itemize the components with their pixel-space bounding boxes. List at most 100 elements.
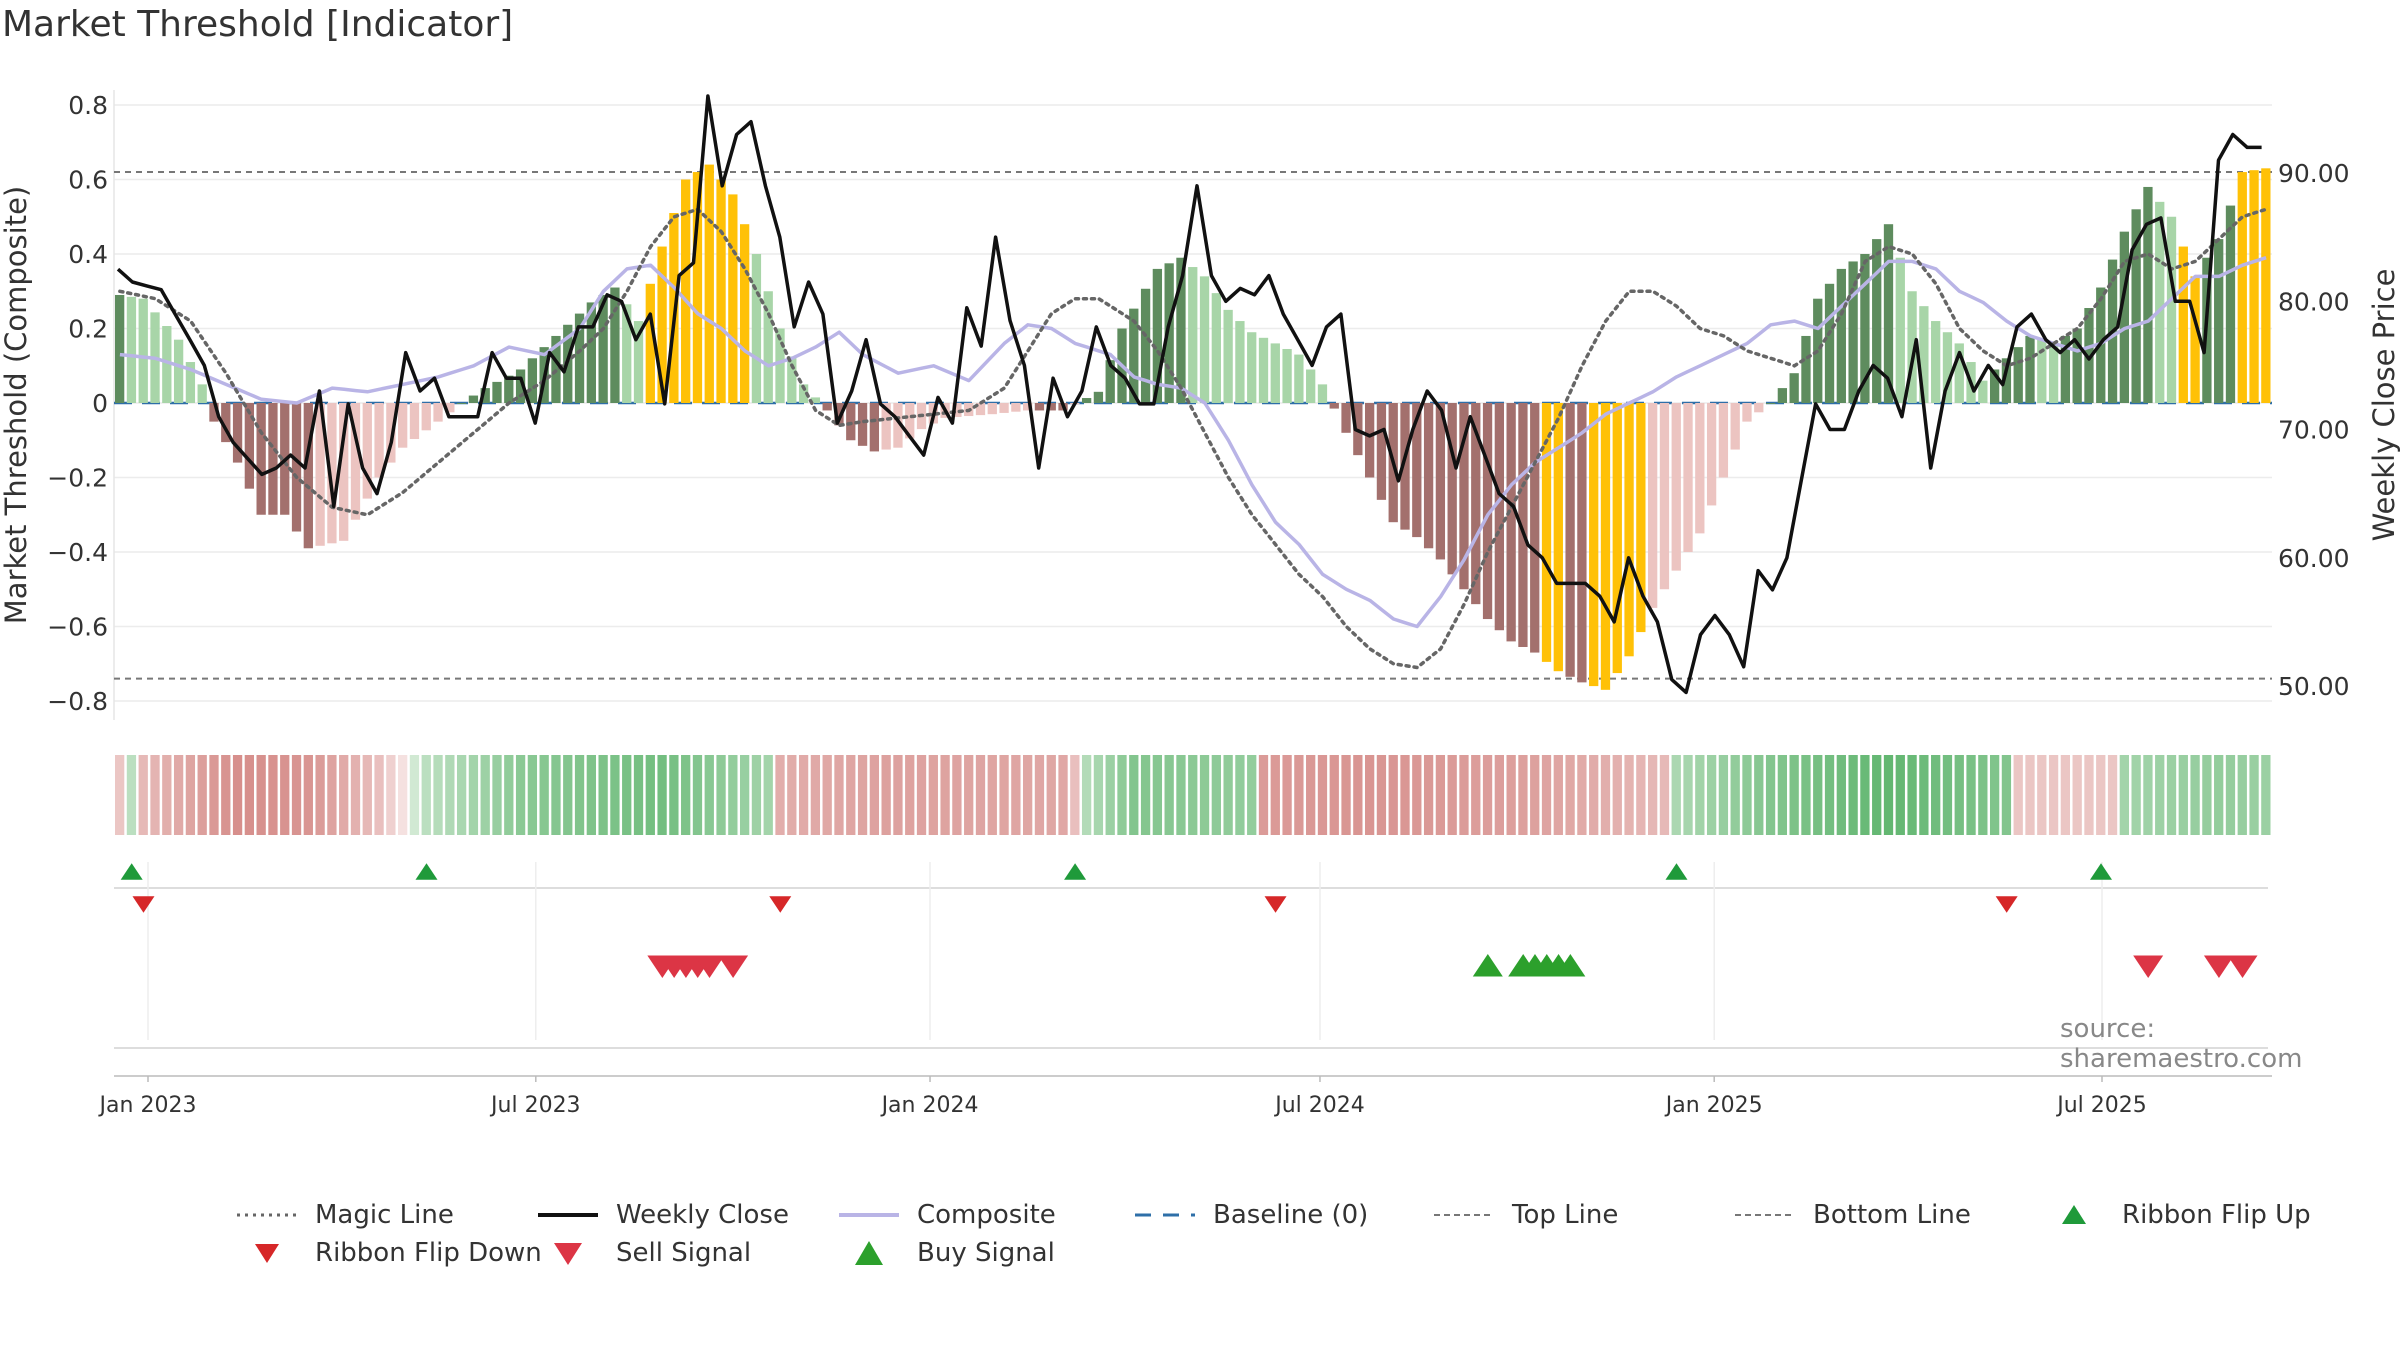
- composite-bar: [1235, 321, 1245, 403]
- composite-bar: [1023, 403, 1033, 411]
- ribbon-cell: [1777, 755, 1788, 835]
- ribbon-cell: [539, 755, 549, 835]
- ribbon-cell: [2155, 755, 2165, 835]
- ribbon-cell: [1860, 755, 1870, 835]
- ribbon-cell: [138, 755, 148, 835]
- ribbon-cell: [1824, 755, 1835, 835]
- ribbon-cell: [1258, 755, 1269, 835]
- composite-bar: [1978, 380, 1988, 403]
- y-tick-label-left: 0.2: [68, 315, 108, 344]
- ribbon-cell: [787, 755, 797, 835]
- ribbon-cell: [633, 755, 644, 835]
- ribbon-cell: [1364, 755, 1375, 835]
- ribbon-cell: [1648, 755, 1658, 835]
- composite-bar: [1506, 403, 1516, 642]
- composite-bar: [2037, 339, 2047, 403]
- y-tick-label-right: 90.00: [2278, 159, 2350, 188]
- buy-signal-marker: [1555, 954, 1586, 977]
- ribbon-cell: [339, 755, 349, 835]
- ribbon-cell: [2072, 755, 2082, 835]
- composite-bar: [456, 403, 467, 404]
- composite-bar: [810, 397, 821, 403]
- composite-bar: [704, 164, 714, 403]
- composite-bar: [633, 321, 644, 403]
- composite-bar: [1683, 403, 1693, 552]
- ribbon-cell: [1848, 755, 1858, 835]
- ribbon-cell: [327, 755, 337, 835]
- ribbon-cell: [1742, 755, 1752, 835]
- legend-label: Top Line: [1512, 1200, 1619, 1230]
- ribbon-cell: [456, 755, 467, 835]
- sell-signal-marker: [2203, 955, 2234, 978]
- composite-bar: [2166, 216, 2177, 403]
- composite-bar: [2155, 201, 2165, 403]
- composite-bar: [775, 328, 785, 403]
- composite-bar: [327, 403, 337, 544]
- triangle-down-icon: [255, 1244, 279, 1263]
- composite-bar: [2143, 186, 2153, 403]
- ribbon-cell: [775, 755, 785, 835]
- y-tick-label-right: 80.00: [2278, 287, 2350, 316]
- ribbon-cell: [622, 755, 632, 835]
- ribbon-flip-up-marker: [1064, 863, 1087, 880]
- composite-bar: [893, 403, 903, 448]
- ribbon-flip-up-marker: [120, 863, 143, 880]
- legend-item-bottom-line: Bottom Line: [1733, 1200, 1971, 1230]
- legend-item-sell-signal: Sell Signal: [536, 1238, 751, 1268]
- composite-bar: [846, 403, 856, 441]
- ribbon-cell: [1117, 755, 1127, 835]
- composite-bar: [1718, 403, 1729, 478]
- ribbon-cell: [857, 755, 868, 835]
- composite-bar: [303, 403, 313, 549]
- composite-bar: [1093, 391, 1104, 403]
- composite-bar: [2013, 347, 2023, 403]
- composite-bar: [1306, 369, 1316, 403]
- x-tick-label: Jan 2025: [1664, 1093, 1763, 1118]
- composite-bar: [1754, 403, 1764, 413]
- ribbon-cell: [1706, 755, 1717, 835]
- ribbon-cell: [645, 755, 655, 835]
- ribbon-cell: [1412, 755, 1422, 835]
- composite-bar: [409, 403, 420, 440]
- y-tick-label-left: 0.6: [68, 166, 108, 195]
- ribbon-cell: [197, 755, 207, 835]
- y-tick-label-left: −0.8: [47, 687, 108, 716]
- ribbon-cell: [1612, 755, 1622, 835]
- composite-bar: [1553, 403, 1563, 672]
- ribbon-cell: [1765, 755, 1776, 835]
- composite-bar: [445, 403, 455, 413]
- series-lines: [116, 94, 2268, 695]
- legend-item-baseline: Baseline (0): [1133, 1200, 1368, 1230]
- ribbon-cell: [280, 755, 290, 835]
- triangle-down-icon: [554, 1243, 582, 1265]
- composite-bar: [1931, 321, 1941, 403]
- composite-bar: [515, 369, 526, 403]
- composite-bar: [598, 294, 608, 403]
- legend-label: Bottom Line: [1813, 1200, 1971, 1230]
- legend-item-top-line: Top Line: [1432, 1200, 1618, 1230]
- ribbon-cell: [1034, 755, 1045, 835]
- composite-bar: [1188, 267, 1198, 403]
- legend-item-weekly-close: Weekly Close: [536, 1200, 789, 1230]
- ribbon-cell: [1907, 755, 1917, 835]
- composite-bar: [1541, 403, 1552, 662]
- triangle-up-icon: [855, 1241, 883, 1265]
- composite-bar: [1376, 403, 1387, 500]
- composite-bar: [1164, 263, 1174, 403]
- ribbon-cell: [810, 755, 821, 835]
- ribbon-cell: [1058, 755, 1068, 835]
- composite-bar: [1011, 403, 1021, 412]
- composite-bar: [857, 403, 868, 446]
- composite-bar: [1895, 257, 1905, 403]
- composite-bar: [739, 224, 750, 403]
- composite-bar: [291, 403, 302, 532]
- composite-bar: [504, 375, 514, 403]
- composite-bar: [2025, 335, 2035, 403]
- ribbon-cell: [1683, 755, 1693, 835]
- y-tick-label-right: 60.00: [2278, 544, 2350, 573]
- composite-bar: [1742, 403, 1752, 422]
- composite-bar: [1400, 403, 1410, 530]
- composite-bar: [1789, 373, 1799, 403]
- composite-bar: [1364, 403, 1375, 478]
